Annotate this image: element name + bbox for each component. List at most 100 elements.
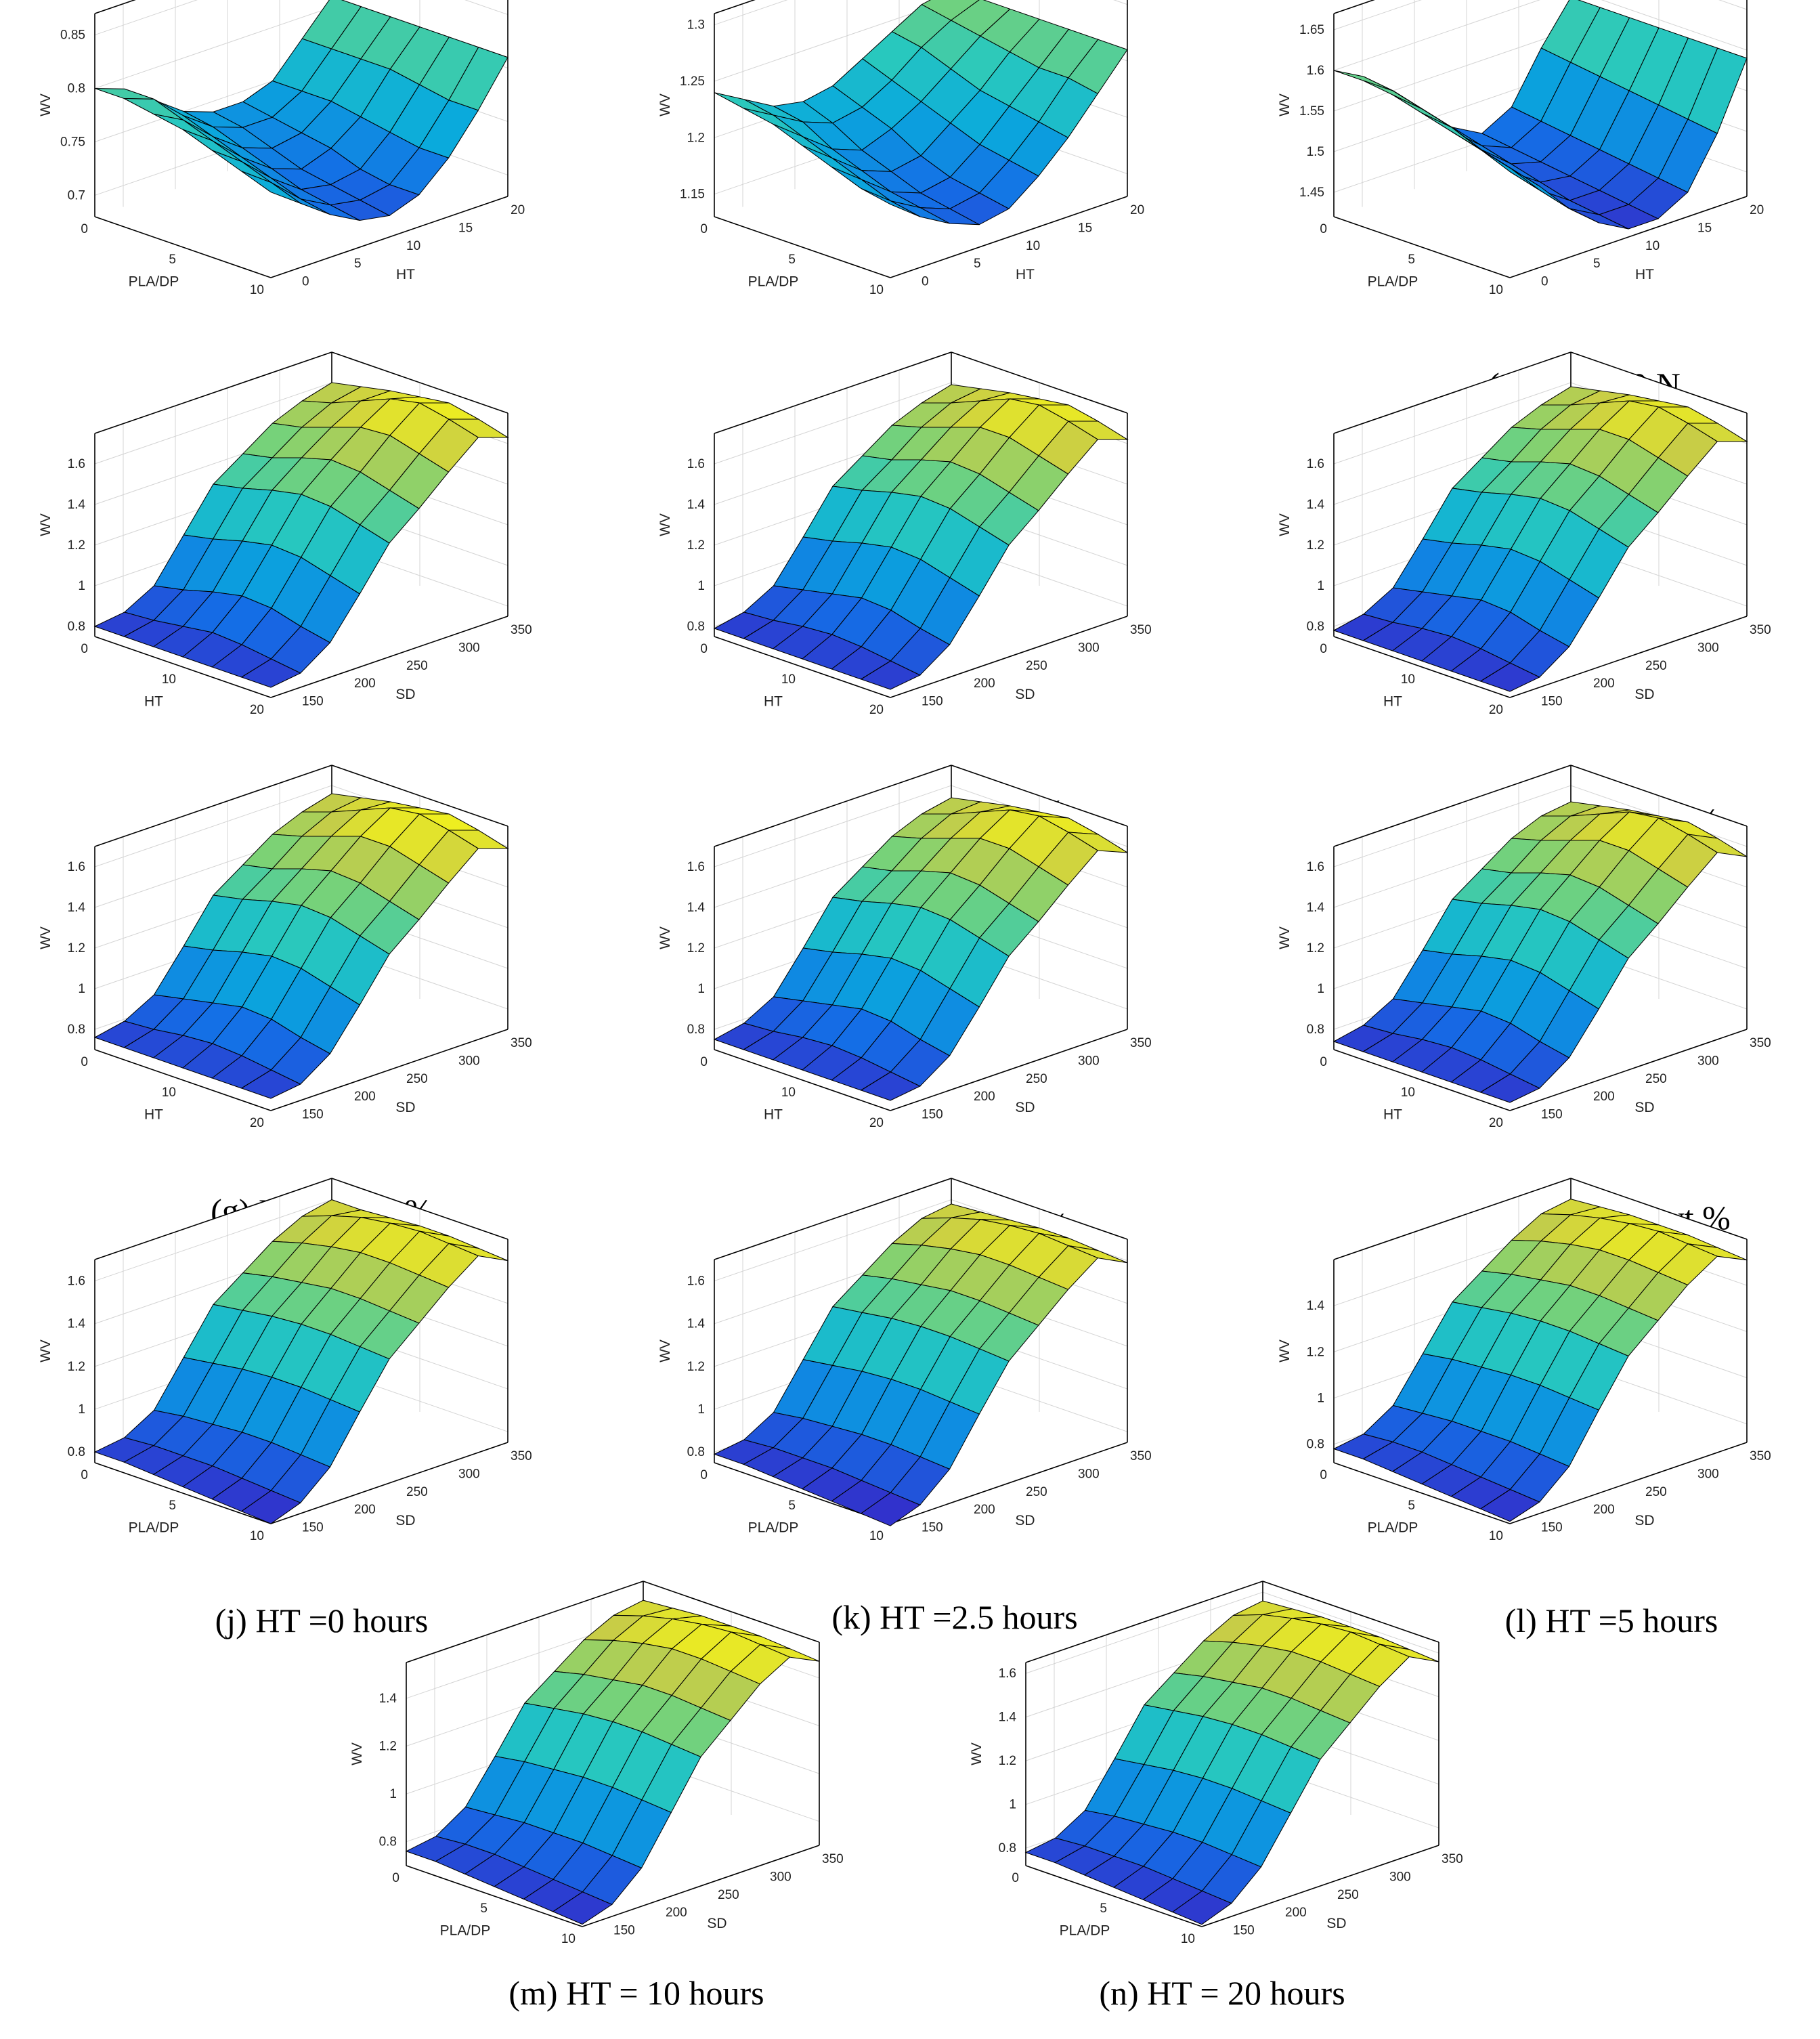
y-axis-label: SD bbox=[1015, 1100, 1035, 1115]
z-tick-label: 1.2 bbox=[687, 941, 705, 956]
y-tick-label: 300 bbox=[458, 1054, 480, 1068]
grid-line-z bbox=[1333, 0, 1748, 71]
z-tick-label: 1.2 bbox=[68, 538, 85, 553]
x-axis-label: HT bbox=[764, 1107, 783, 1123]
y-axis-label: SD bbox=[1634, 687, 1654, 702]
surface-face bbox=[1479, 662, 1541, 692]
y-tick-label: 250 bbox=[1337, 1888, 1359, 1902]
z-axis-label: WV bbox=[38, 1339, 53, 1362]
surface-panel: 0.7 0.75 0.8 0.85 0 5 10 0 5 10 15 20 WV PLA/DP HT bbox=[38, 0, 525, 297]
axis-box-edge bbox=[890, 616, 1128, 698]
z-axis-label: WV bbox=[38, 926, 53, 949]
y-axis-label: SD bbox=[395, 1100, 415, 1115]
x-tick-label: 10 bbox=[1489, 283, 1503, 297]
z-axis-label: WV bbox=[38, 513, 53, 536]
y-tick-label: 150 bbox=[302, 1108, 324, 1122]
surface-face bbox=[240, 1490, 301, 1524]
x-axis-label: PLA/DP bbox=[1368, 1520, 1418, 1536]
z-tick-label: 1.2 bbox=[68, 1360, 85, 1374]
axis-box-edge bbox=[1333, 351, 1572, 434]
x-tick-label: 10 bbox=[781, 1086, 796, 1100]
z-tick-label: 1.6 bbox=[1307, 860, 1324, 874]
z-tick-label: 1.2 bbox=[999, 1754, 1016, 1768]
axis-box-edge bbox=[94, 636, 272, 698]
x-tick-label: 10 bbox=[1401, 672, 1415, 687]
z-tick-label: 1.2 bbox=[687, 1360, 705, 1374]
x-axis-label: HT bbox=[764, 694, 783, 710]
x-axis-label: PLA/DP bbox=[748, 274, 799, 290]
z-axis-label: WV bbox=[969, 1742, 984, 1765]
z-tick-label: 1 bbox=[78, 1402, 85, 1417]
z-tick-label: 0.8 bbox=[999, 1841, 1016, 1855]
z-tick-label: 1.45 bbox=[1299, 186, 1324, 200]
x-tick-label: 20 bbox=[250, 1116, 264, 1130]
z-tick-label: 1.4 bbox=[999, 1711, 1017, 1725]
axis-box-edge bbox=[1509, 196, 1748, 278]
y-tick-label: 300 bbox=[1078, 641, 1100, 655]
axis-box-edge bbox=[406, 1865, 583, 1927]
z-tick-label: 1.2 bbox=[687, 538, 705, 553]
z-tick-label: 1.55 bbox=[1299, 104, 1324, 119]
y-axis-label: SD bbox=[1015, 687, 1035, 702]
x-tick-label: 0 bbox=[392, 1871, 399, 1885]
axis-box-edge bbox=[1262, 1581, 1439, 1643]
surface-face bbox=[1480, 149, 1540, 187]
x-tick-label: 10 bbox=[561, 1932, 576, 1946]
x-tick-label: 5 bbox=[788, 253, 796, 267]
panel-caption: (n) HT = 20 hours bbox=[1099, 1974, 1345, 2012]
x-tick-label: 20 bbox=[869, 703, 884, 717]
y-tick-label: 200 bbox=[666, 1906, 687, 1920]
y-tick-label: 300 bbox=[1697, 641, 1719, 655]
z-tick-label: 0.8 bbox=[68, 1445, 85, 1459]
surface-face bbox=[241, 171, 301, 204]
x-tick-label: 10 bbox=[162, 672, 176, 687]
z-tick-label: 0.8 bbox=[1307, 620, 1324, 634]
y-tick-label: 150 bbox=[1233, 1924, 1255, 1938]
y-tick-label: 350 bbox=[511, 623, 532, 637]
axis-box-edge bbox=[1570, 351, 1748, 414]
x-tick-label: 5 bbox=[480, 1902, 488, 1916]
z-tick-label: 1.6 bbox=[687, 1274, 705, 1289]
axis-box-edge bbox=[94, 351, 332, 434]
y-tick-label: 250 bbox=[1645, 1485, 1667, 1499]
axis-box-edge bbox=[331, 351, 508, 414]
y-tick-label: 200 bbox=[1593, 1503, 1615, 1517]
x-axis-label: PLA/DP bbox=[1060, 1923, 1110, 1939]
surface-face bbox=[552, 1891, 613, 1925]
y-tick-label: 20 bbox=[511, 203, 525, 217]
axis-box-edge bbox=[94, 216, 272, 278]
y-tick-label: 200 bbox=[974, 1503, 995, 1517]
surface-panel: 0.8 1 1.2 1.4 1.6 0 10 20 150 200 250 300 350 WV HT SD bbox=[657, 765, 1152, 1130]
z-tick-label: 1.6 bbox=[1307, 64, 1324, 78]
axis-box-edge bbox=[270, 616, 508, 698]
y-tick-label: 250 bbox=[1026, 1485, 1047, 1499]
y-tick-label: 5 bbox=[354, 257, 362, 271]
axis-box-edge bbox=[714, 1049, 891, 1111]
axis-box-edge bbox=[890, 1442, 1128, 1524]
y-tick-label: 20 bbox=[1130, 203, 1144, 217]
y-axis-label: HT bbox=[1635, 267, 1654, 282]
z-tick-label: 0.85 bbox=[60, 28, 85, 43]
y-tick-label: 15 bbox=[1697, 221, 1712, 235]
z-tick-label: 1 bbox=[1317, 982, 1324, 996]
z-tick-label: 1.4 bbox=[68, 1317, 86, 1331]
axis-box-edge bbox=[94, 1178, 332, 1260]
y-axis-label: SD bbox=[1634, 1513, 1654, 1528]
y-axis-label: SD bbox=[707, 1916, 727, 1931]
y-tick-label: 300 bbox=[1078, 1467, 1100, 1481]
y-tick-label: 350 bbox=[1750, 1449, 1771, 1463]
y-tick-label: 200 bbox=[974, 677, 995, 691]
x-tick-label: 5 bbox=[788, 1499, 796, 1513]
surface-face bbox=[860, 660, 922, 690]
axis-box-edge bbox=[270, 1029, 508, 1111]
y-tick-label: 5 bbox=[974, 257, 981, 271]
y-tick-label: 10 bbox=[1645, 239, 1660, 253]
y-tick-label: 200 bbox=[354, 1503, 376, 1517]
z-tick-label: 1.4 bbox=[687, 1317, 706, 1331]
y-axis-label: HT bbox=[1016, 267, 1035, 282]
axis-box-edge bbox=[1509, 1442, 1748, 1524]
z-tick-label: 0.8 bbox=[1307, 1023, 1324, 1037]
grid-line-z bbox=[94, 0, 508, 36]
z-tick-label: 1.2 bbox=[1307, 538, 1324, 553]
x-axis-label: PLA/DP bbox=[129, 1520, 179, 1536]
